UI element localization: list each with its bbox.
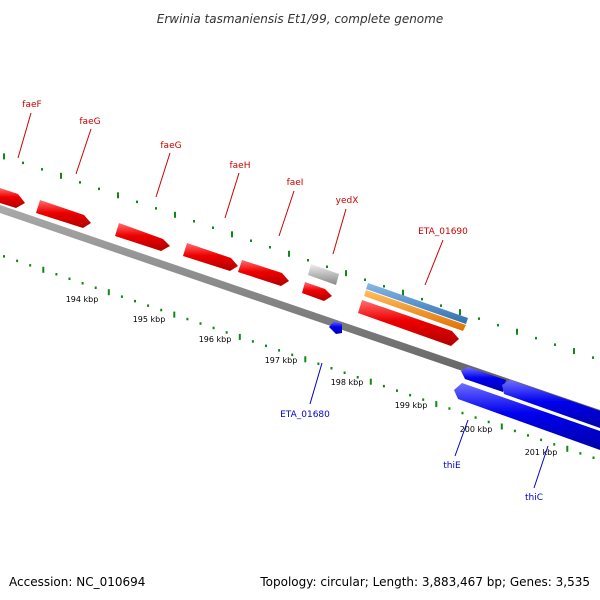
map-title: Erwinia tasmaniensis Et1/99, complete ge… <box>157 12 443 26</box>
gene-arrow-ETA_01680[interactable] <box>329 321 342 334</box>
reverse-strand <box>329 321 600 450</box>
gene-label-thiE[interactable]: thiE <box>443 461 461 471</box>
gene-arrow-faeG-2[interactable] <box>183 243 238 271</box>
gene-label-faeI[interactable]: faeI <box>287 178 304 188</box>
gene-arrow-faeI[interactable] <box>302 282 332 301</box>
gene-arrow-faeH[interactable] <box>238 260 289 286</box>
feature-steelblue-bar[interactable] <box>366 283 468 324</box>
scale-label: 194 kbp <box>66 295 99 304</box>
scale-label: 197 kbp <box>265 356 298 365</box>
gene-label-faeG-1[interactable]: faeG <box>79 117 100 127</box>
gene-label-ETA_01680[interactable]: ETA_01680 <box>280 410 330 420</box>
gene-label-faeG-2[interactable]: faeG <box>160 141 181 151</box>
gene-arrow-thiC[interactable] <box>502 380 600 428</box>
gene-label-faeF[interactable]: faeF <box>22 100 41 110</box>
gene-label-yedX[interactable]: yedX <box>336 196 359 206</box>
gene-label-thiC[interactable]: thiC <box>525 493 543 503</box>
gene-arrow-thiE[interactable] <box>461 367 506 392</box>
gene-label-faeH[interactable]: faeH <box>230 161 251 171</box>
scale-label: 200 kbp <box>460 425 493 434</box>
gene-arrow-fae-partial[interactable] <box>0 188 25 208</box>
gene-labels: faeF faeG faeG faeH faeI yedX ETA_01690 … <box>22 100 543 503</box>
scale-label: 195 kbp <box>133 315 166 324</box>
scale-ticks <box>3 153 595 459</box>
label-leaders <box>17 112 549 489</box>
gene-label-ETA_01690[interactable]: ETA_01690 <box>418 227 468 237</box>
gene-arrow-faeF[interactable] <box>36 200 91 228</box>
scale-label: 196 kbp <box>199 335 232 344</box>
scale-labels: 194 kbp 195 kbp 196 kbp 197 kbp 198 kbp … <box>66 295 558 457</box>
gene-arrow-yedX[interactable] <box>308 264 339 285</box>
scale-label: 198 kbp <box>331 378 364 387</box>
feature-orange-bar[interactable] <box>364 290 466 331</box>
scale-label: 199 kbp <box>395 401 428 410</box>
topology-text: Topology: circular; Length: 3,883,467 bp… <box>259 575 590 589</box>
gene-arrow-ETA_01690[interactable] <box>358 300 459 346</box>
gene-arrow-faeG-1[interactable] <box>115 223 170 251</box>
forward-strand <box>0 188 468 346</box>
genome-backbone <box>0 205 600 418</box>
gene-arrow-reverse-lower[interactable] <box>454 383 600 450</box>
scale-label: 201 kbp <box>525 448 558 457</box>
accession-text: Accession: NC_010694 <box>9 575 145 589</box>
